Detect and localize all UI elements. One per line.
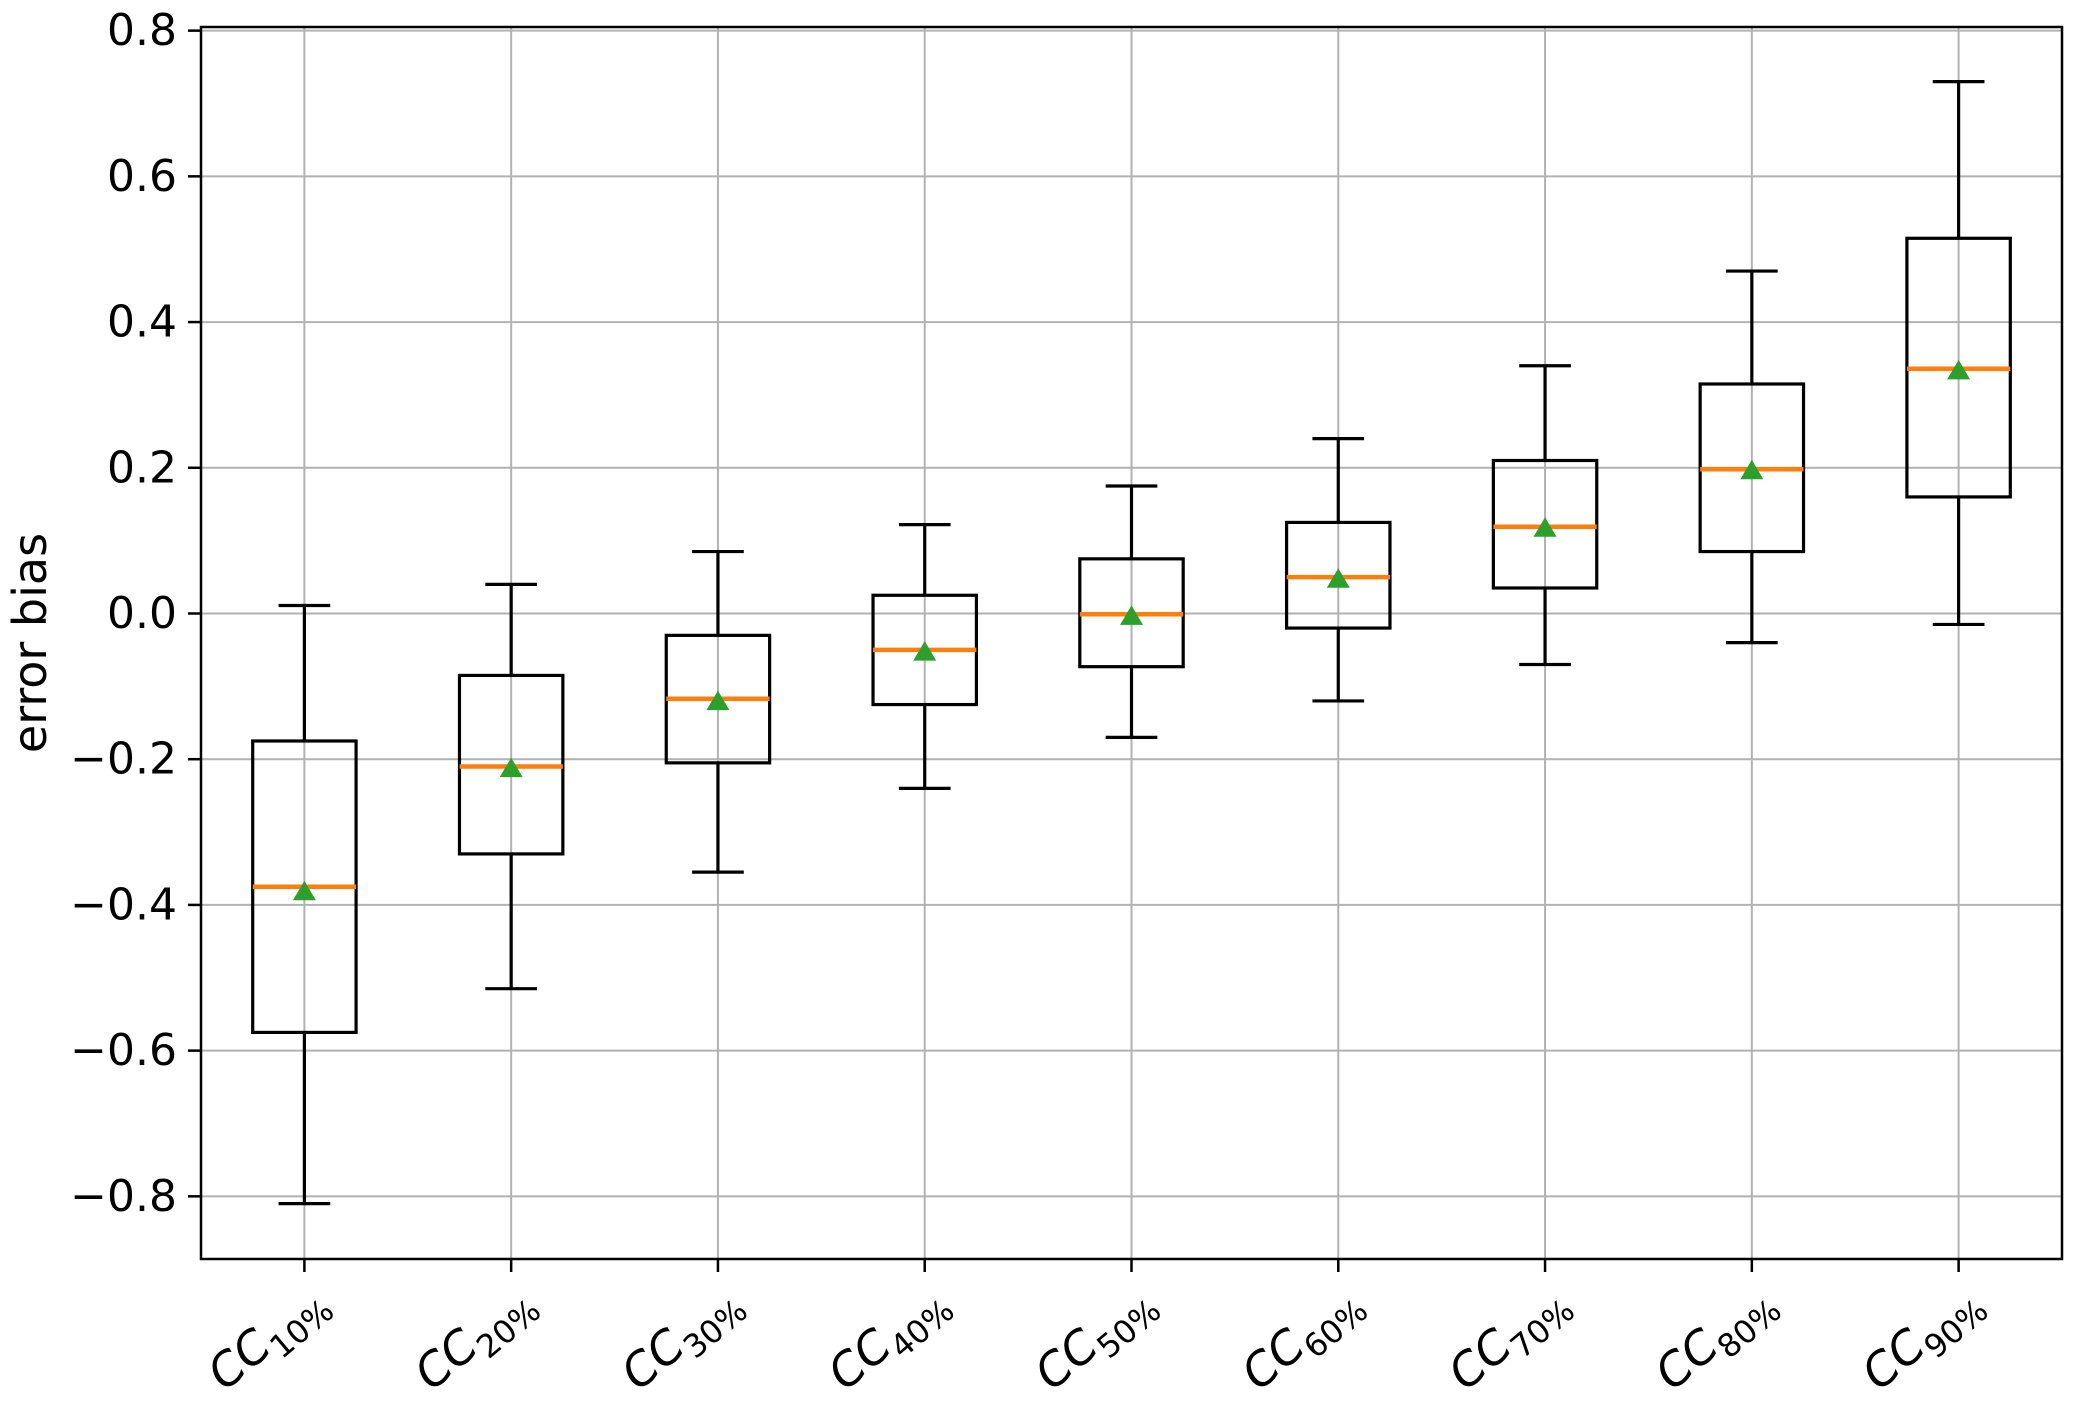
mean-triangle-marker [292, 880, 316, 901]
y-tick-label: 0.8 [107, 5, 177, 56]
y-tick-label: 0.4 [107, 297, 177, 348]
mean-triangle-marker [1533, 517, 1557, 537]
y-tick-label: −0.4 [70, 879, 177, 930]
y-tick-label: −0.2 [70, 734, 177, 785]
mean-triangle-marker [1120, 605, 1143, 625]
mean-triangle-marker [1947, 359, 1971, 380]
y-tick-label: 0.6 [107, 151, 177, 202]
mean-triangle-marker [499, 757, 523, 778]
mean-triangle-marker [1740, 459, 1764, 480]
y-tick-label: −0.8 [70, 1171, 177, 1222]
iqr-box [1491, 458, 1599, 590]
mean-triangle-marker [706, 690, 730, 711]
mean-triangle-marker [913, 641, 937, 661]
mean-triangle-marker [1326, 568, 1350, 588]
y-tick-label: 0.0 [107, 588, 177, 639]
y-tick-label: −0.6 [70, 1025, 177, 1076]
y-axis-label: error bias [3, 533, 57, 753]
y-tick-label: 0.2 [107, 442, 177, 493]
